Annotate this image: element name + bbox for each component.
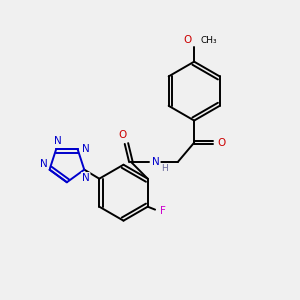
Text: O: O	[119, 130, 127, 140]
Text: N: N	[54, 136, 61, 146]
Text: N: N	[40, 159, 48, 169]
Text: F: F	[160, 206, 165, 216]
Text: CH₃: CH₃	[201, 36, 217, 45]
Text: N: N	[152, 157, 160, 167]
Text: O: O	[218, 138, 226, 148]
Text: O: O	[184, 35, 192, 46]
Text: N: N	[82, 173, 90, 183]
Text: N: N	[82, 144, 90, 154]
Text: H: H	[161, 164, 167, 173]
